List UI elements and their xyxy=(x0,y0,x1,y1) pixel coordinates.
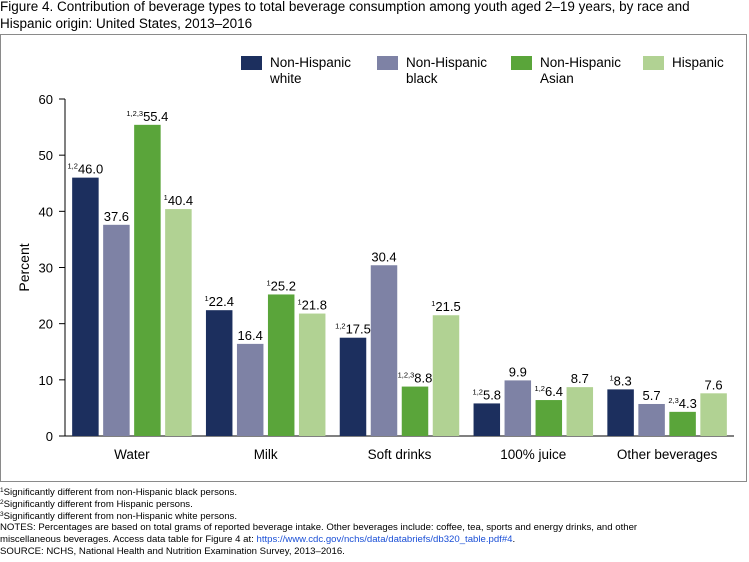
footnote-3: 3Significantly different from non-Hispan… xyxy=(0,510,238,522)
source-line: SOURCE: NCHS, National Health and Nutrit… xyxy=(0,545,345,557)
x-category-label: Water xyxy=(114,447,150,462)
data-label: 5.7 xyxy=(643,388,661,403)
legend-label: Hispanic xyxy=(672,55,724,70)
y-tick-label: 10 xyxy=(39,373,53,388)
notes-line-1: NOTES: Percentages are based on total gr… xyxy=(0,522,638,534)
bar xyxy=(535,400,563,436)
bar xyxy=(504,380,532,436)
data-label: 18.3 xyxy=(609,373,631,388)
legend-swatch xyxy=(643,56,664,70)
data-label: 122.4 xyxy=(204,294,233,309)
bar xyxy=(401,386,429,436)
bar xyxy=(236,343,264,436)
data-label: 37.6 xyxy=(104,209,129,224)
chart-frame: 0 10 20 30 40 50 60 Percent 1,246.0 37.6 1,2,355.4… xyxy=(0,34,747,482)
bar xyxy=(339,337,367,436)
bar xyxy=(298,313,326,436)
footnote-2: 2Significantly different from Hispanic p… xyxy=(0,498,193,510)
legend-swatch xyxy=(511,56,532,70)
data-label: 1,25.8 xyxy=(473,387,502,402)
bar xyxy=(638,403,665,436)
notes-block: 1Significantly different from non-Hispan… xyxy=(0,487,745,558)
data-label: 7.6 xyxy=(705,377,723,392)
x-category-label: Milk xyxy=(254,447,278,462)
x-category-label: Soft drinks xyxy=(368,447,432,462)
data-label: 1,217.5 xyxy=(335,322,371,337)
footnote-1: 1Significantly different from non-Hispan… xyxy=(0,487,238,498)
y-tick-label: 0 xyxy=(46,429,53,444)
data-label: 9.9 xyxy=(509,364,527,379)
bar xyxy=(134,124,161,436)
data-label: 121.8 xyxy=(297,298,326,313)
bar xyxy=(432,315,460,436)
data-label: 121.5 xyxy=(431,299,460,314)
legend-label: Non-Hispanic Asian xyxy=(540,55,621,86)
bar xyxy=(700,393,727,436)
legend-label: Non-Hispanic black xyxy=(406,55,487,86)
bar xyxy=(566,387,594,436)
notes-line-2: miscellaneous beverages. Access data tab… xyxy=(0,534,516,546)
bar xyxy=(669,411,696,436)
data-label: 1,2,355.4 xyxy=(126,109,168,124)
data-label: 125.2 xyxy=(266,278,295,293)
bar xyxy=(205,310,233,436)
y-tick-label: 30 xyxy=(39,261,53,276)
bar-chart: 0 10 20 30 40 50 60 Percent 1,246.0 37.6 1,2,355.4… xyxy=(16,55,734,462)
bar xyxy=(473,403,501,436)
x-category-label: Other beverages xyxy=(617,447,718,462)
y-axis-title: Percent xyxy=(16,243,32,291)
y-tick-label: 40 xyxy=(39,204,53,219)
x-category-label: 100% juice xyxy=(500,447,566,462)
data-label: 8.7 xyxy=(571,371,589,386)
y-tick-label: 60 xyxy=(39,92,53,107)
data-table-link[interactable]: https://www.cdc.gov/nchs/data/databriefs… xyxy=(256,534,513,546)
bar xyxy=(103,224,130,436)
legend-swatch xyxy=(377,56,398,70)
y-tick-label: 20 xyxy=(39,317,53,332)
legend-label: Non-Hispanic white xyxy=(269,55,351,86)
bar xyxy=(607,389,634,436)
data-label: 16.4 xyxy=(238,328,263,343)
y-tick-label: 50 xyxy=(39,148,53,163)
data-label: 1,246.0 xyxy=(68,162,104,177)
data-label: 140.4 xyxy=(164,193,193,208)
data-label: 1,2,38.8 xyxy=(398,371,433,386)
bar xyxy=(370,265,398,436)
figure-title: Figure 4. Contribution of beverage types… xyxy=(0,0,690,31)
data-label: 30.4 xyxy=(371,249,396,264)
legend-swatch xyxy=(241,56,262,70)
bar xyxy=(165,209,192,436)
bar xyxy=(72,177,99,436)
data-label: 1,26.4 xyxy=(535,384,564,399)
data-label: 2,34.3 xyxy=(668,396,697,411)
bar xyxy=(267,294,295,436)
